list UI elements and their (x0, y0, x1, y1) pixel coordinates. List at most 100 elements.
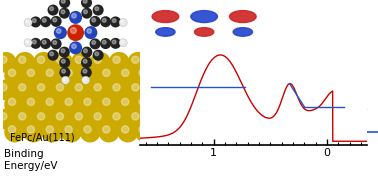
Circle shape (53, 41, 57, 44)
Circle shape (65, 98, 72, 105)
Circle shape (110, 38, 121, 49)
Circle shape (42, 94, 63, 115)
Circle shape (80, 94, 101, 115)
Circle shape (75, 113, 82, 120)
Circle shape (37, 84, 45, 91)
Circle shape (61, 59, 65, 63)
Circle shape (52, 52, 73, 73)
Circle shape (127, 79, 149, 100)
Circle shape (61, 49, 65, 53)
Circle shape (33, 79, 54, 100)
Text: Binding
Energy/eV: Binding Energy/eV (4, 149, 57, 171)
Ellipse shape (304, 73, 338, 94)
Circle shape (8, 98, 16, 105)
Circle shape (112, 40, 116, 44)
Circle shape (82, 76, 90, 84)
Circle shape (48, 5, 59, 16)
Circle shape (113, 56, 120, 63)
Circle shape (71, 108, 92, 129)
Ellipse shape (152, 11, 179, 23)
Circle shape (84, 26, 98, 39)
Ellipse shape (191, 42, 217, 54)
Circle shape (81, 8, 92, 19)
Circle shape (132, 84, 139, 91)
Circle shape (24, 39, 32, 47)
Circle shape (56, 113, 64, 120)
Circle shape (33, 19, 36, 23)
Ellipse shape (194, 59, 214, 68)
Circle shape (139, 98, 146, 105)
Circle shape (139, 69, 146, 76)
Circle shape (59, 57, 70, 68)
Circle shape (0, 56, 7, 63)
Circle shape (103, 69, 110, 76)
Circle shape (92, 18, 96, 22)
Circle shape (84, 10, 87, 14)
Circle shape (42, 122, 63, 142)
Circle shape (37, 56, 45, 63)
Circle shape (42, 40, 46, 44)
Circle shape (62, 69, 65, 73)
Circle shape (83, 0, 87, 3)
Circle shape (99, 122, 119, 142)
Circle shape (132, 56, 139, 63)
Circle shape (4, 122, 25, 142)
Circle shape (118, 65, 138, 86)
Circle shape (14, 108, 35, 129)
Circle shape (50, 52, 54, 56)
Circle shape (71, 28, 76, 33)
Ellipse shape (152, 42, 179, 54)
Circle shape (127, 52, 149, 73)
Circle shape (61, 10, 65, 14)
Circle shape (37, 113, 45, 120)
Circle shape (135, 122, 156, 142)
Circle shape (90, 79, 111, 100)
Circle shape (27, 98, 34, 105)
Circle shape (71, 79, 92, 100)
Circle shape (110, 16, 121, 28)
Circle shape (122, 69, 129, 76)
Circle shape (84, 98, 91, 105)
Circle shape (59, 8, 70, 19)
Circle shape (65, 69, 72, 76)
Circle shape (67, 24, 84, 41)
Circle shape (19, 113, 26, 120)
Ellipse shape (191, 11, 217, 23)
Circle shape (63, 78, 66, 81)
Circle shape (132, 113, 139, 120)
Circle shape (14, 79, 35, 100)
Circle shape (26, 20, 28, 23)
Circle shape (46, 126, 53, 133)
Circle shape (33, 40, 36, 44)
Circle shape (109, 79, 130, 100)
Circle shape (56, 29, 61, 33)
Circle shape (69, 41, 82, 54)
Circle shape (81, 47, 92, 58)
Circle shape (112, 19, 116, 23)
Circle shape (56, 84, 64, 91)
Circle shape (42, 18, 46, 22)
Circle shape (8, 69, 16, 76)
Ellipse shape (229, 11, 256, 23)
Ellipse shape (229, 42, 256, 54)
Circle shape (139, 126, 146, 133)
Circle shape (121, 20, 124, 23)
Ellipse shape (233, 59, 253, 68)
Circle shape (83, 59, 87, 63)
Circle shape (81, 67, 92, 78)
Circle shape (65, 126, 72, 133)
Circle shape (81, 0, 92, 8)
Ellipse shape (233, 28, 253, 36)
Circle shape (61, 94, 82, 115)
Circle shape (119, 18, 127, 27)
Circle shape (56, 56, 64, 63)
Circle shape (0, 52, 16, 73)
Circle shape (99, 65, 119, 86)
Circle shape (121, 40, 124, 43)
Circle shape (100, 38, 111, 49)
Circle shape (94, 56, 101, 63)
Circle shape (95, 7, 99, 11)
Circle shape (33, 52, 54, 73)
Circle shape (23, 65, 44, 86)
Circle shape (69, 11, 82, 24)
